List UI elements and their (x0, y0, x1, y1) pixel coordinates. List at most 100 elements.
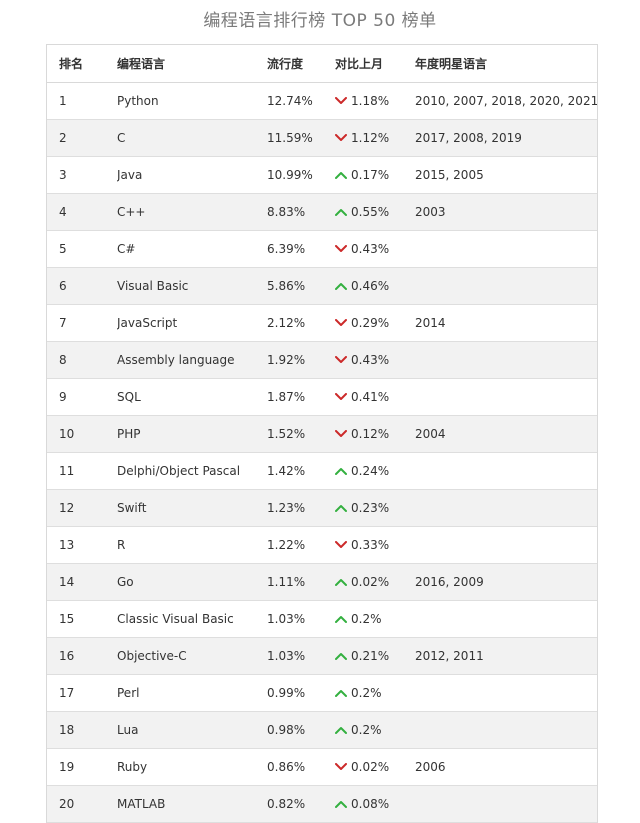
table-row: 6 Visual Basic 5.86% 0.46% (47, 267, 597, 304)
hall-of-fame-cell (415, 452, 597, 489)
language-cell: PHP (117, 426, 141, 441)
change-value: 1.18% (351, 93, 390, 108)
popularity-cell: 1.42% (267, 463, 306, 478)
hall-of-fame-cell: 2010, 2007, 2018, 2020, 2021 (415, 93, 597, 108)
change-value: 0.2% (351, 611, 382, 626)
header-hall-of-fame: 年度明星语言 (415, 45, 597, 83)
change-value: 0.2% (351, 685, 382, 700)
header-popularity: 流行度 (267, 45, 335, 83)
change-value: 0.29% (351, 315, 390, 330)
hall-of-fame-cell (415, 378, 597, 415)
language-cell: Java (117, 167, 143, 182)
rank-cell: 13 (59, 537, 75, 552)
hall-of-fame-cell: 2003 (415, 204, 446, 219)
change-cell: 0.24% (335, 452, 415, 489)
change-cell: 1.12% (335, 119, 415, 156)
change-value: 0.33% (351, 537, 390, 552)
page-title: 编程语言排行榜 TOP 50 榜单 (203, 11, 437, 31)
header-change: 对比上月 (335, 45, 415, 83)
table-row: 7 JavaScript 2.12% 0.29% 2014 (47, 304, 597, 341)
popularity-cell: 0.98% (267, 722, 306, 737)
hall-of-fame-cell (415, 230, 597, 267)
change-value: 0.21% (351, 648, 390, 663)
rank-cell: 3 (59, 167, 67, 182)
hall-of-fame-cell (415, 674, 597, 711)
rank-cell: 4 (59, 204, 67, 219)
change-cell: 0.2% (335, 600, 415, 637)
popularity-cell: 1.03% (267, 611, 306, 626)
change-cell: 0.23% (335, 489, 415, 526)
arrow-up-icon (335, 578, 347, 586)
change-cell: 0.2% (335, 711, 415, 748)
arrow-down-icon (335, 429, 347, 437)
change-wrapper: 0.2% (335, 612, 382, 626)
language-cell: Objective-C (117, 648, 187, 663)
rank-cell: 8 (59, 352, 67, 367)
language-cell: Visual Basic (117, 278, 189, 293)
change-value: 0.08% (351, 796, 390, 811)
language-cell: MATLAB (117, 796, 166, 811)
language-cell: C (117, 130, 126, 145)
popularity-cell: 1.22% (267, 537, 306, 552)
change-wrapper: 0.43% (335, 353, 389, 367)
change-wrapper: 0.21% (335, 649, 389, 663)
header-row: 排名 编程语言 流行度 对比上月 年度明星语言 (47, 45, 597, 83)
arrow-up-icon (335, 652, 347, 660)
table-row: 20 MATLAB 0.82% 0.08% (47, 785, 597, 822)
change-cell: 0.33% (335, 526, 415, 563)
rank-cell: 1 (59, 93, 67, 108)
table-row: 18 Lua 0.98% 0.2% (47, 711, 597, 748)
arrow-down-icon (335, 392, 347, 400)
popularity-cell: 1.87% (267, 389, 306, 404)
change-cell: 0.29% (335, 304, 415, 341)
rank-cell: 19 (59, 759, 75, 774)
hall-of-fame-cell: 2016, 2009 (415, 574, 484, 589)
arrow-up-icon (335, 282, 347, 290)
change-value: 0.55% (351, 204, 390, 219)
arrow-down-icon (335, 244, 347, 252)
rank-cell: 16 (59, 648, 75, 663)
popularity-cell: 1.92% (267, 352, 306, 367)
language-cell: Go (117, 574, 134, 589)
change-value: 0.41% (351, 389, 390, 404)
hall-of-fame-cell: 2004 (415, 426, 446, 441)
change-value: 0.17% (351, 167, 390, 182)
header-language: 编程语言 (117, 45, 267, 83)
hall-of-fame-cell (415, 526, 597, 563)
change-wrapper: 0.55% (335, 205, 389, 219)
popularity-cell: 6.39% (267, 241, 306, 256)
change-wrapper: 0.29% (335, 316, 389, 330)
language-cell: C++ (117, 204, 146, 219)
rank-cell: 6 (59, 278, 67, 293)
table-row: 2 C 11.59% 1.12% 2017, 2008, 2019 (47, 119, 597, 156)
change-value: 0.43% (351, 352, 390, 367)
popularity-cell: 1.23% (267, 500, 306, 515)
rank-cell: 20 (59, 796, 75, 811)
ranking-table-container: 排名 编程语言 流行度 对比上月 年度明星语言 1 Python 12.74% 1.1… (46, 44, 598, 823)
language-cell: Ruby (117, 759, 148, 774)
arrow-up-icon (335, 208, 347, 216)
table-row: 10 PHP 1.52% 0.12% 2004 (47, 415, 597, 452)
hall-of-fame-cell: 2006 (415, 759, 446, 774)
rank-cell: 11 (59, 463, 75, 478)
arrow-up-icon (335, 467, 347, 475)
change-wrapper: 0.46% (335, 279, 389, 293)
change-value: 0.2% (351, 722, 382, 737)
change-wrapper: 0.02% (335, 760, 389, 774)
hall-of-fame-cell (415, 489, 597, 526)
rank-cell: 2 (59, 130, 67, 145)
popularity-cell: 2.12% (267, 315, 306, 330)
change-value: 0.12% (351, 426, 390, 441)
arrow-up-icon (335, 689, 347, 697)
change-value: 0.02% (351, 574, 390, 589)
language-cell: SQL (117, 389, 141, 404)
hall-of-fame-cell (415, 785, 597, 822)
popularity-cell: 0.99% (267, 685, 306, 700)
rank-cell: 9 (59, 389, 67, 404)
popularity-cell: 11.59% (267, 130, 313, 145)
rank-cell: 5 (59, 241, 67, 256)
rank-cell: 15 (59, 611, 75, 626)
table-row: 17 Perl 0.99% 0.2% (47, 674, 597, 711)
table-row: 3 Java 10.99% 0.17% 2015, 2005 (47, 156, 597, 193)
change-value: 0.24% (351, 463, 390, 478)
